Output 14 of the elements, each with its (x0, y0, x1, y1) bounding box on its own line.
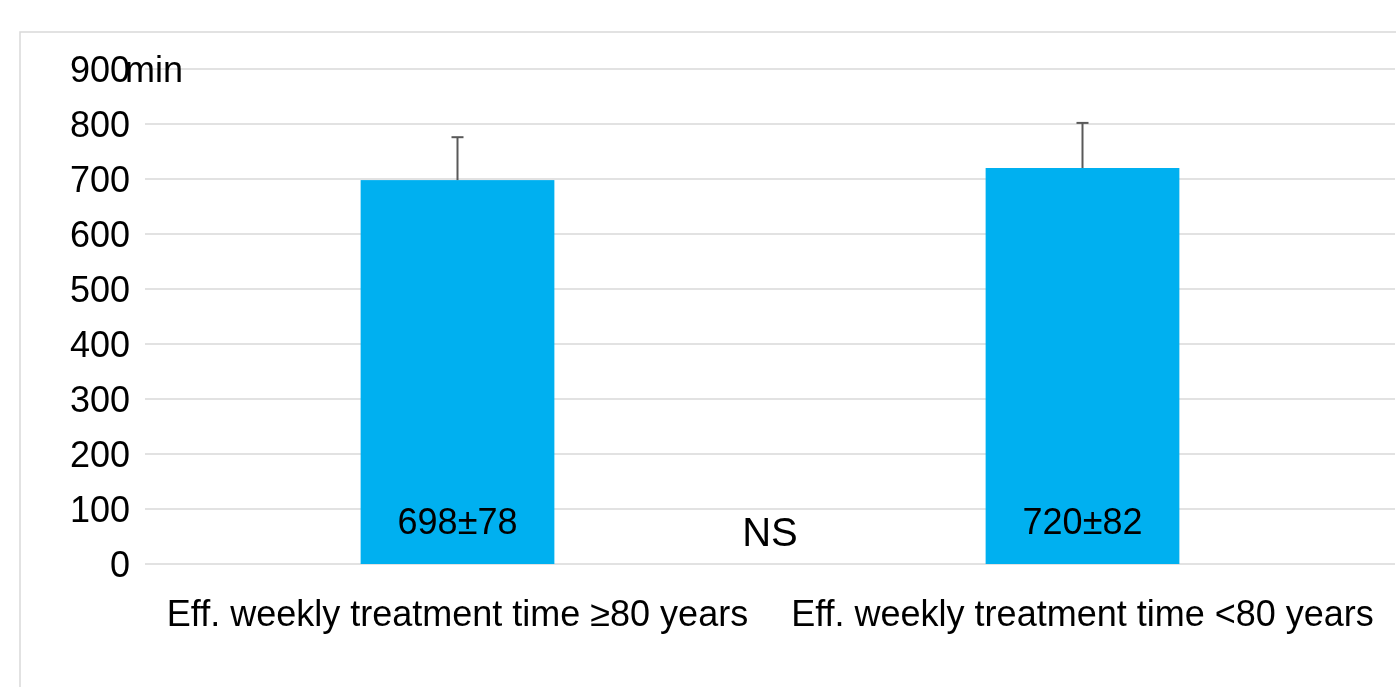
x-tick-label: Eff. weekly treatment time <80 years (791, 593, 1374, 634)
y-tick-label: 800 (69, 104, 130, 146)
y-tick-label: 0 (109, 544, 130, 586)
y-tick-label: 300 (69, 379, 130, 421)
y-tick-label: 400 (69, 324, 130, 366)
data-label: 720±82 (1022, 501, 1143, 542)
data-label: 698±78 (397, 501, 518, 542)
x-tick-label: Eff. weekly treatment time ≥80 years (166, 593, 749, 634)
y-tick-label: 100 (69, 489, 130, 531)
y-tick-label: 700 (69, 159, 130, 201)
y-tick-label: 600 (69, 214, 130, 256)
annotation: NS (742, 510, 798, 554)
y-tick-label: 200 (69, 434, 130, 476)
y-tick-label: 500 (69, 269, 130, 311)
